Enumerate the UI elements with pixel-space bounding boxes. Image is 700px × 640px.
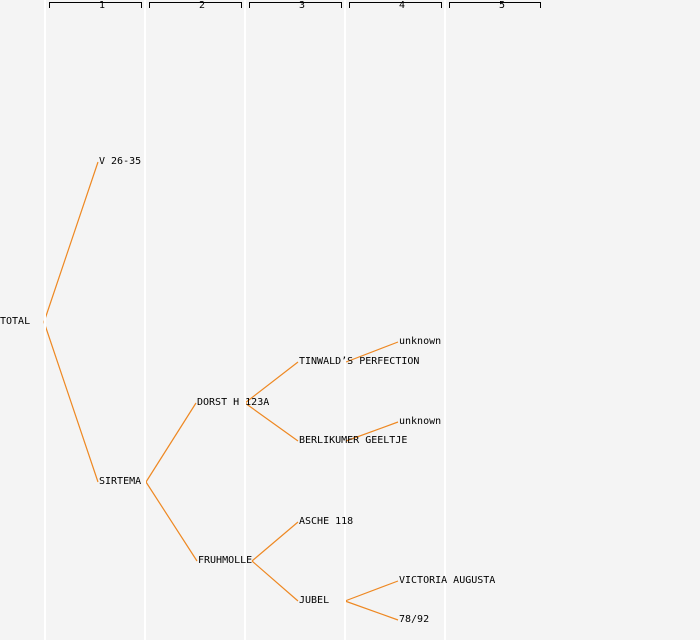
generation-number-3: 3 <box>298 0 306 11</box>
generation-bracket-3 <box>249 2 342 8</box>
pedigree-edge-dorst-berlikumer <box>244 402 299 442</box>
pedigree-edge-jubel-victoria <box>344 580 399 602</box>
pedigree-edge-fruhmolle-asche <box>251 521 299 562</box>
pedigree-node-asche: ASCHE 118 <box>299 516 354 527</box>
pedigree-edge-jubel-s7892 <box>344 600 399 621</box>
pedigree-node-berlikumer: BERLIKUMER GEELTJE <box>299 435 408 446</box>
pedigree-edge-fruhmolle-jubel <box>251 560 299 602</box>
generation-bracket-2 <box>149 2 242 8</box>
generation-number-5: 5 <box>498 0 506 11</box>
pedigree-node-s7892: 78/92 <box>399 614 430 625</box>
column-separator <box>44 0 46 640</box>
pedigree-edge-total-sirtema <box>43 321 99 483</box>
pedigree-edge-sirtema-dorst <box>145 402 197 483</box>
generation-number-1: 1 <box>98 0 106 11</box>
pedigree-edge-tinwald-unknown1 <box>345 341 399 363</box>
generation-bracket-1 <box>49 2 142 8</box>
pedigree-node-unknown1: unknown <box>399 336 442 347</box>
column-separator <box>144 0 146 640</box>
pedigree-node-dorst: DORST H 123A <box>197 397 270 408</box>
column-separator <box>344 0 346 640</box>
pedigree-node-victoria: VICTORIA AUGUSTA <box>399 575 496 586</box>
pedigree-edge-sirtema-fruhmolle <box>145 481 198 562</box>
pedigree-node-v2635: V 26-35 <box>99 156 142 167</box>
generation-number-4: 4 <box>398 0 406 11</box>
column-separator <box>244 0 246 640</box>
generation-number-2: 2 <box>198 0 206 11</box>
generation-bracket-4 <box>349 2 442 8</box>
pedigree-node-sirtema: SIRTEMA <box>99 476 142 487</box>
pedigree-edge-total-v2635 <box>43 161 99 323</box>
column-separator <box>444 0 446 640</box>
pedigree-node-jubel: JUBEL <box>299 595 330 606</box>
pedigree-node-total: TOTAL <box>0 316 31 327</box>
generation-bracket-5 <box>449 2 541 8</box>
pedigree-node-unknown2: unknown <box>399 416 442 427</box>
pedigree-node-tinwald: TINWALD’S PERFECTION <box>299 356 420 367</box>
pedigree-node-fruhmolle: FRUHMOLLE <box>198 555 253 566</box>
pedigree-edge-berlikumer-unknown2 <box>345 421 399 442</box>
pedigree-edge-dorst-tinwald <box>244 361 299 404</box>
